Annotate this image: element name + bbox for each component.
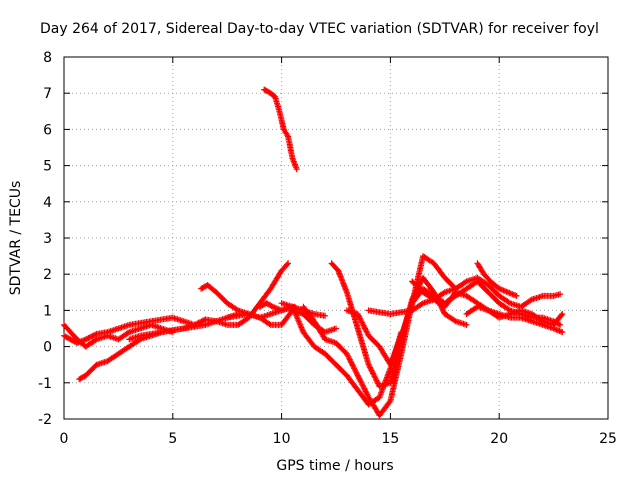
marker-trace xyxy=(61,321,176,350)
y-tick-label: -2 xyxy=(38,412,52,428)
chart-title: Day 264 of 2017, Sidereal Day-to-day VTE… xyxy=(40,21,599,37)
series-arc-12 xyxy=(343,278,564,368)
y-tick-label: 8 xyxy=(43,50,52,66)
marker-trace xyxy=(474,260,520,299)
x-tick-label: 20 xyxy=(490,431,508,447)
series-arc-15 xyxy=(463,303,566,328)
y-tick-label: 6 xyxy=(43,122,52,138)
x-tick-label: 15 xyxy=(381,431,399,447)
marker-trace xyxy=(463,303,566,328)
x-tick-label: 10 xyxy=(273,431,291,447)
marker-trace xyxy=(261,86,300,173)
x-axis-label: GPS time / hours xyxy=(276,458,393,474)
series-arc-2 xyxy=(61,321,176,350)
data-points xyxy=(61,86,566,419)
series-arc-8 xyxy=(261,86,300,173)
marker-trace xyxy=(409,274,564,310)
y-axis-label: SDTVAR / TECUs xyxy=(8,181,24,296)
y-tick-label: 2 xyxy=(43,267,52,283)
y-tick-label: 5 xyxy=(43,159,52,175)
x-tick-labels: 0 5 10 15 20 25 xyxy=(60,431,617,447)
x-tick-label: 25 xyxy=(599,431,617,447)
grid xyxy=(64,57,608,419)
y-tick-label: -1 xyxy=(38,376,52,392)
series-arc-14 xyxy=(409,274,564,310)
y-tick-label: 1 xyxy=(43,303,52,319)
marker-trace xyxy=(343,278,564,368)
y-tick-label: 3 xyxy=(43,231,52,247)
x-tick-label: 5 xyxy=(168,431,177,447)
x-tick-label: 0 xyxy=(60,431,69,447)
tick-marks xyxy=(63,56,609,420)
y-tick-label: 0 xyxy=(43,340,52,356)
marker-trace xyxy=(61,314,198,346)
series-arc-16 xyxy=(474,260,520,299)
series-arc-1 xyxy=(61,314,198,346)
y-tick-label: 7 xyxy=(43,86,52,102)
y-tick-label: 4 xyxy=(43,195,52,211)
y-tick-labels: -2 -1 0 1 2 3 4 5 6 7 8 xyxy=(38,50,52,428)
